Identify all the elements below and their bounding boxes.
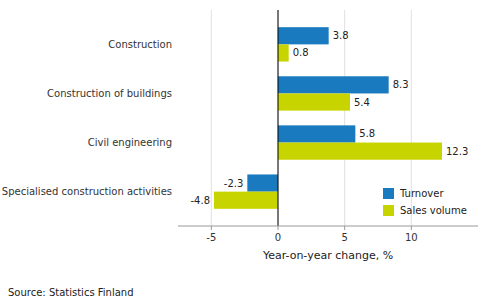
data-label: -2.3 [224,178,244,189]
data-label: 12.3 [446,146,468,157]
bar [247,174,278,191]
tick-mark [344,226,345,230]
bar [278,44,289,61]
legend-label: Sales volume [400,205,467,216]
data-label: 8.3 [393,79,409,90]
bar [278,125,355,142]
zero-line [278,10,279,226]
x-axis-line [178,226,478,227]
grid-line [211,10,212,226]
tick-mark [278,226,279,230]
grid-line [344,10,345,226]
data-label: 5.4 [354,97,370,108]
data-label: 3.8 [333,30,349,41]
legend-swatch [383,205,394,216]
x-axis-label: Year-on-year change, % [262,249,393,262]
tick-label: 5 [341,232,347,243]
legend: Turnover Sales volume [383,188,467,216]
grid-line [278,10,279,226]
legend-swatch [383,188,394,199]
tick-label: 0 [275,232,281,243]
tick-mark [211,226,212,230]
category-label: Construction of buildings [47,88,172,99]
data-label: 5.8 [359,128,375,139]
data-label: 0.8 [293,47,309,58]
category-label: Specialised construction activities [2,186,172,197]
tick-label: -5 [206,232,216,243]
legend-label: Turnover [399,188,444,199]
bar [278,93,350,110]
source: Source: Statistics Finland [8,287,134,298]
bars [214,27,442,209]
bar [278,76,389,93]
bar [278,143,442,160]
category-label: Civil engineering [88,137,172,148]
chart: -2.3 5.8 8.3 3.8 -4.8 12.3 5.4 0.8 -5 0 5 10 Special… [0,0,493,304]
tick-mark [411,226,412,230]
bar [278,27,329,44]
data-label: -4.8 [190,195,210,206]
bar [214,192,278,209]
tick-label: 10 [405,232,418,243]
category-label: Construction [108,39,172,50]
